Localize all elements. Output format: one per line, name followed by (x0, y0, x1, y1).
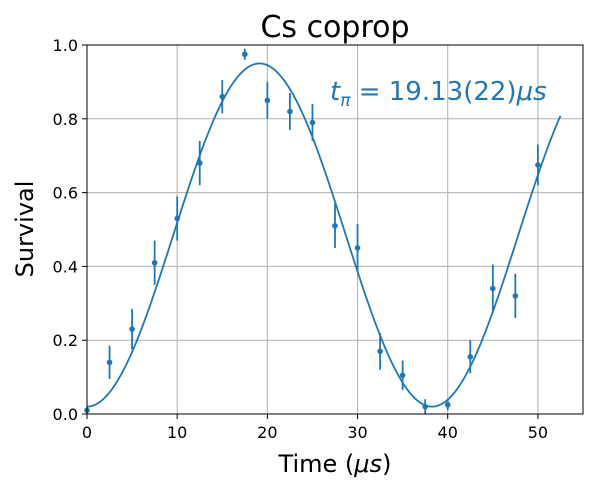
data-point (467, 354, 474, 360)
data-point (535, 162, 541, 168)
data-point (512, 293, 519, 299)
data-point (399, 372, 406, 379)
annotation-t-symbol: t (330, 77, 341, 107)
y-tick-label: 1.0 (53, 36, 78, 55)
plot-frame (86, 44, 584, 415)
y-tick-label: 0.6 (53, 184, 78, 203)
chart-title: Cs coprop (260, 10, 409, 45)
x-tick-label: 50 (528, 423, 548, 442)
y-tick-label: 0.8 (53, 110, 78, 129)
data-point (174, 215, 180, 222)
data-point (106, 359, 113, 366)
data-point (242, 51, 248, 58)
fit-curve (86, 62, 562, 408)
axis-ticks: 0 10 20 30 40 50 0.0 0.2 0.4 0.6 0.8 1.0 (53, 36, 549, 442)
x-axis-title-unit: μs (353, 450, 382, 478)
data-point (196, 160, 203, 166)
x-tick-label: 30 (347, 423, 367, 442)
y-tick-label: 0.4 (53, 257, 78, 276)
data-point (309, 119, 316, 126)
fit-curve-layer (86, 62, 562, 408)
fit-annotation: tπ = 19.13(22)μs (330, 77, 547, 111)
x-tick-label: 0 (82, 423, 92, 442)
data-point (264, 97, 271, 104)
x-tick-label: 10 (167, 423, 187, 442)
y-tick-label: 0.0 (53, 405, 78, 424)
data-point (287, 108, 293, 115)
data-point (490, 285, 496, 292)
annotation-pi-subscript: π (340, 91, 351, 111)
data-point (332, 223, 338, 229)
y-tick-label: 0.2 (53, 331, 78, 350)
data-point (219, 93, 226, 100)
x-axis-title: Time (μs) (278, 450, 392, 478)
annotation-unit: μs (516, 77, 547, 107)
x-tick-label: 40 (438, 423, 458, 442)
data-point (151, 259, 158, 266)
data-point (129, 326, 135, 332)
data-point (377, 348, 383, 355)
annotation-value: = 19.13(22) (350, 77, 516, 107)
x-tick-label: 20 (257, 423, 277, 442)
x-axis-title-close: ) (382, 450, 391, 478)
data-point (422, 403, 428, 410)
data-point (354, 245, 361, 251)
data-points-layer (84, 48, 541, 414)
data-point (444, 401, 451, 408)
x-axis-title-text: Time ( (278, 450, 355, 478)
y-axis-title: Survival (11, 181, 39, 278)
